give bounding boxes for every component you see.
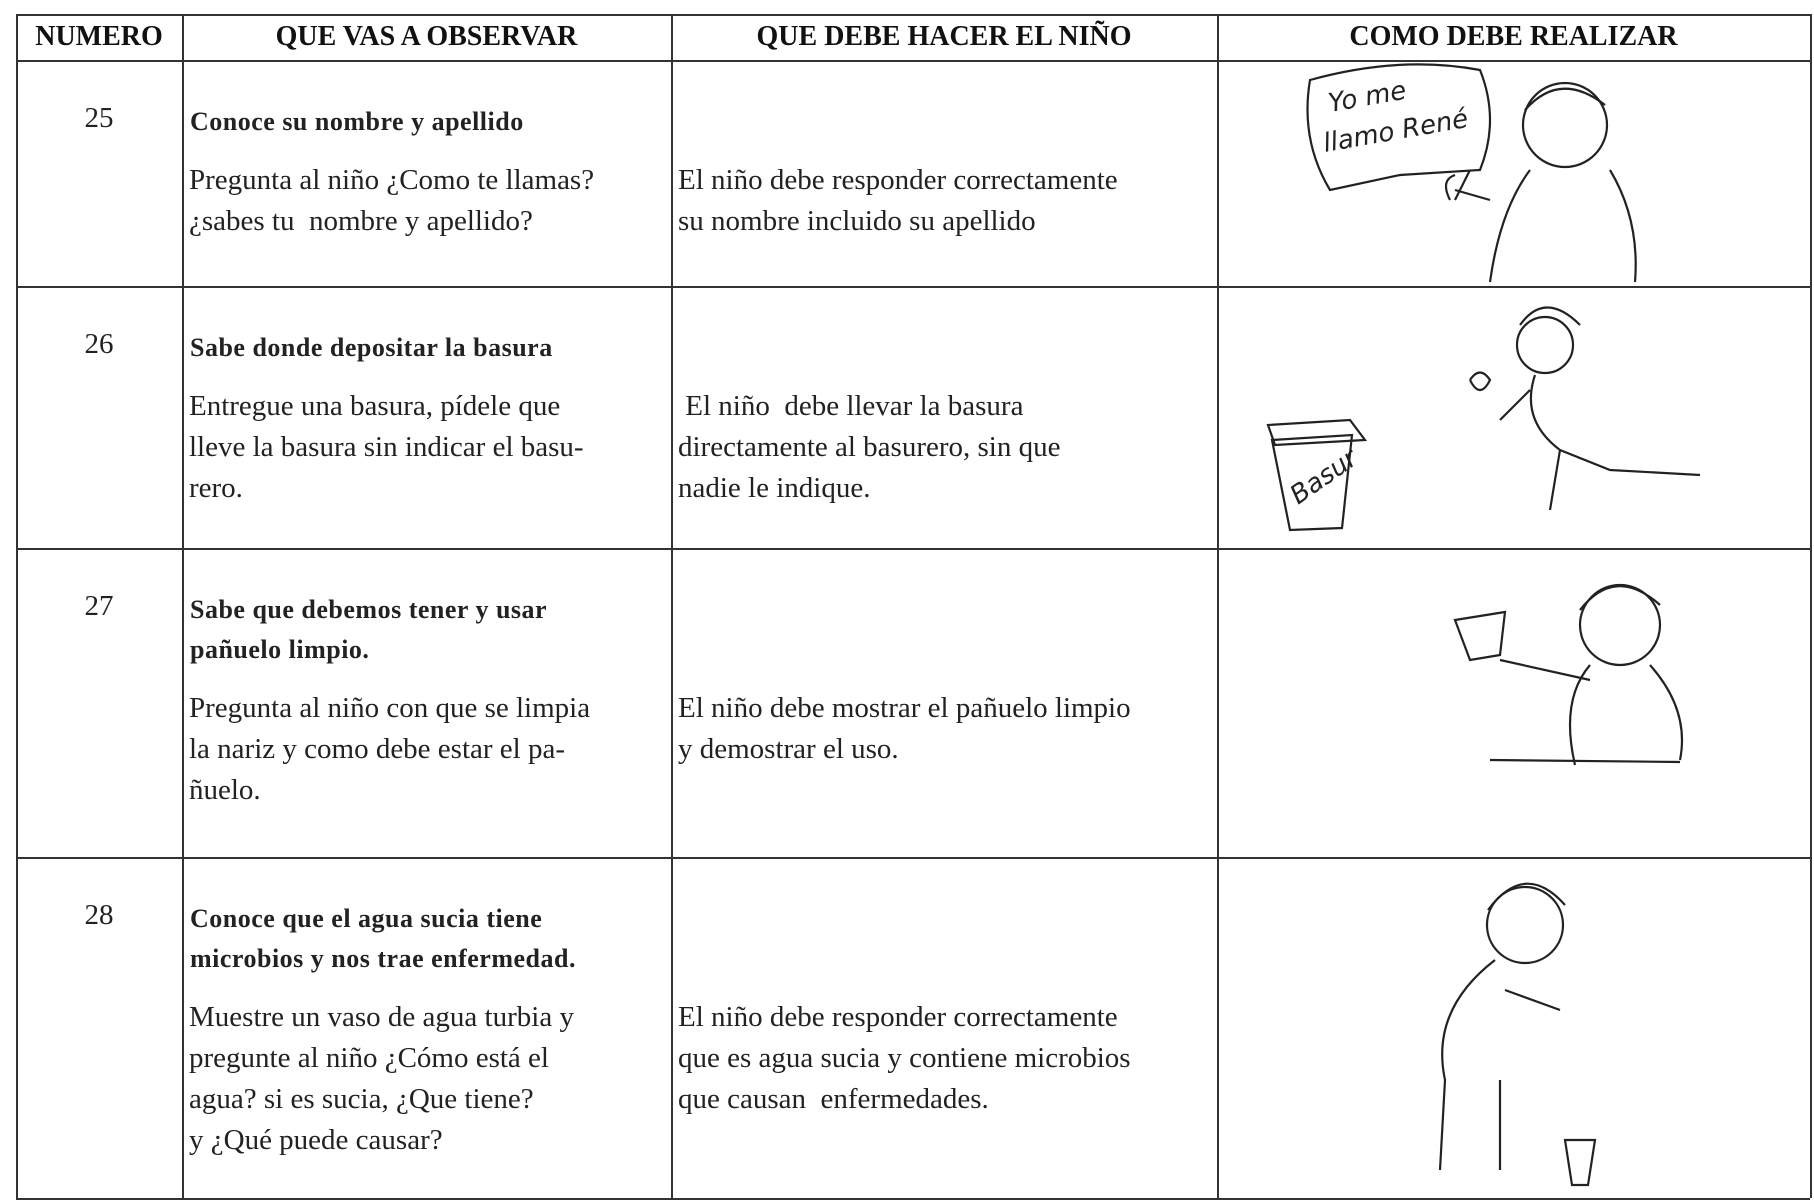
bin-text: Basur — [1285, 442, 1365, 511]
bin-lid — [1266, 418, 1368, 447]
hat — [1487, 882, 1566, 911]
row-border — [16, 14, 1810, 16]
speech-bubble — [1306, 63, 1492, 192]
body — [1438, 959, 1561, 1171]
observe-text: rero. — [189, 472, 243, 504]
head — [1521, 81, 1609, 169]
header-cell: QUE VAS A OBSERVAR — [275, 21, 578, 52]
hair — [1579, 585, 1661, 611]
body — [1499, 658, 1684, 766]
child-does-text: nadie le indique. — [678, 472, 871, 504]
observe-title: microbios y nos trae enfermedad. — [190, 944, 576, 973]
column-border — [16, 14, 18, 1198]
observe-text: Entregue una basura, pídele que — [189, 390, 561, 422]
child-does-text: su nombre incluido su apellido — [678, 205, 1036, 237]
row-number: 26 — [84, 328, 114, 360]
observe-text: agua? si es sucia, ¿Que tiene? — [189, 1083, 534, 1115]
observe-text: Pregunta al niño ¿Como te llamas? — [189, 164, 595, 196]
row-border — [16, 286, 1810, 288]
observe-text: lleve la basura sin indicar el basu- — [189, 431, 584, 463]
row-border — [16, 857, 1810, 859]
child-does-text: El niño debe responder correctamente — [678, 164, 1118, 196]
observe-text: la nariz y como debe estar el pa- — [189, 733, 566, 765]
column-border — [671, 14, 673, 1198]
observe-title: Conoce su nombre y apellido — [190, 107, 524, 136]
body — [1499, 374, 1701, 511]
header-cell: QUE DEBE HACER EL NIÑO — [756, 21, 1132, 52]
child-does-text: El niño debe responder correctamente — [678, 1001, 1118, 1033]
observe-title: Conoce que el agua sucia tiene — [190, 904, 543, 933]
header-cell: COMO DEBE REALIZAR — [1349, 21, 1678, 52]
child-does-text: y demostrar el uso. — [678, 733, 899, 765]
observe-text: Pregunta al niño con que se limpia — [189, 692, 591, 724]
observe-title: pañuelo limpio. — [190, 635, 370, 664]
observe-text: y ¿Qué puede causar? — [189, 1124, 443, 1156]
row-border — [16, 548, 1810, 550]
row-border — [16, 1198, 1810, 1200]
bin — [1270, 433, 1354, 532]
handkerchief — [1453, 610, 1507, 662]
child-does-text: directamente al basurero, sin que — [678, 431, 1061, 463]
trash-item — [1469, 371, 1492, 392]
observe-text: Muestre un vaso de agua turbia y — [189, 1001, 574, 1033]
table-edge — [1489, 758, 1681, 764]
column-border — [1217, 14, 1219, 1198]
child-does-text: El niño debe llevar la basura — [678, 390, 1024, 422]
head — [1515, 315, 1575, 375]
row-number: 27 — [84, 590, 114, 622]
child-does-text: que es agua sucia y contiene microbios — [678, 1042, 1131, 1074]
head — [1578, 583, 1662, 667]
row-number: 25 — [84, 102, 114, 134]
bubble-text: Yo me — [1326, 76, 1409, 119]
observe-text: ¿sabes tu nombre y apellido? — [189, 205, 533, 237]
hand — [1444, 169, 1471, 201]
cup — [1563, 1138, 1597, 1187]
observe-text: ñuelo. — [189, 774, 261, 806]
header-cell: NUMERO — [35, 21, 163, 52]
row-number: 28 — [84, 899, 114, 931]
head — [1485, 885, 1565, 965]
observe-title: Sabe que debemos tener y usar — [190, 595, 548, 624]
observe-title: Sabe donde depositar la basura — [190, 333, 553, 362]
observe-text: pregunte al niño ¿Cómo está el — [189, 1042, 549, 1074]
column-border — [182, 14, 184, 1198]
body — [1454, 169, 1637, 283]
child-does-text: que causan enfermedades. — [678, 1083, 989, 1115]
child-does-text: El niño debe mostrar el pañuelo limpio — [678, 692, 1131, 724]
hat — [1519, 306, 1581, 326]
hair — [1524, 87, 1606, 111]
row-border — [16, 60, 1810, 62]
column-border — [1810, 14, 1812, 1198]
